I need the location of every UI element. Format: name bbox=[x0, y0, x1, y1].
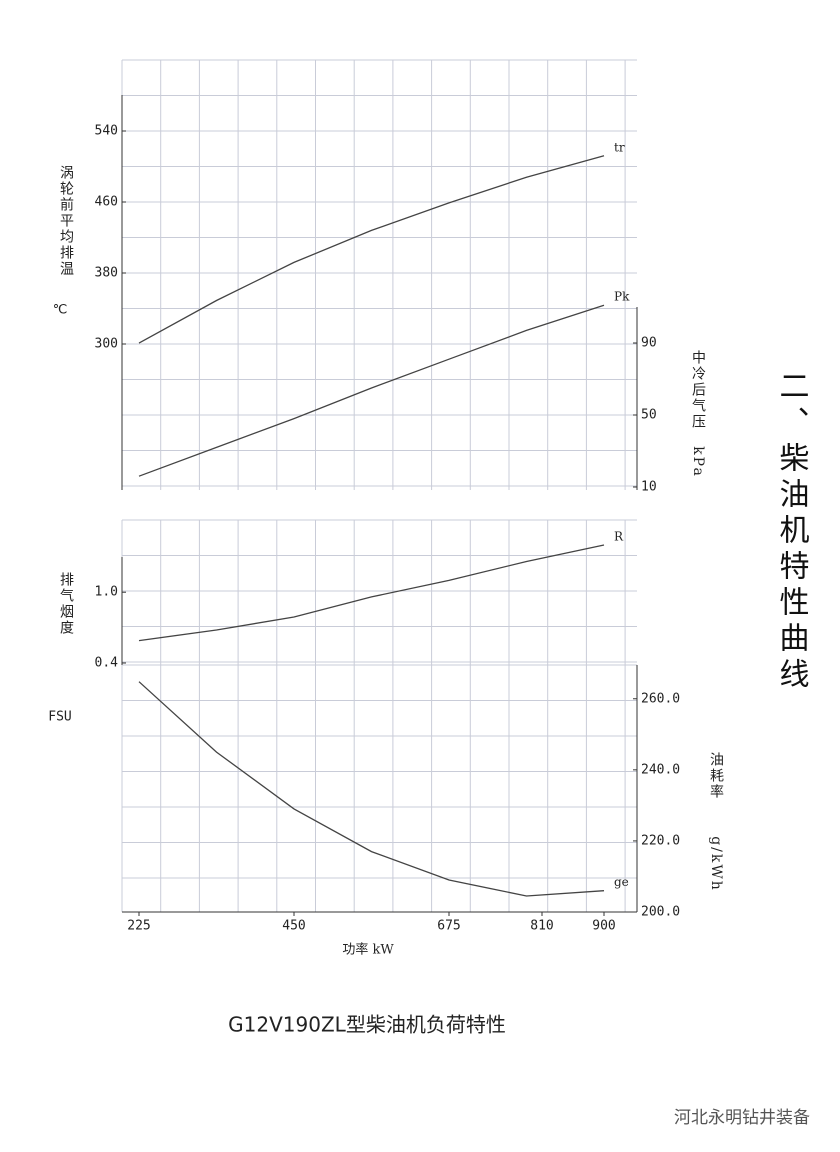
grid bbox=[121, 59, 637, 912]
y-tick-label: 260.0 bbox=[641, 691, 680, 706]
curve bbox=[138, 544, 605, 642]
y-axis-unit: kPa bbox=[690, 446, 706, 478]
y-tick-label: 300 bbox=[95, 337, 118, 352]
x-tick-label: 450 bbox=[282, 919, 305, 934]
curve-label: tr bbox=[614, 140, 625, 154]
x-tick-label: 900 bbox=[592, 919, 615, 934]
curve-label: Pk bbox=[614, 290, 630, 304]
watermark: 河北永明钻井装备 bbox=[674, 1108, 810, 1128]
y-axis-label: 中冷后气压 bbox=[690, 350, 706, 430]
y-axis-unit: FSU bbox=[48, 710, 71, 725]
y-tick-label: 0.4 bbox=[95, 656, 119, 671]
y-tick-label: 10 bbox=[641, 480, 657, 495]
curve-label: R bbox=[614, 530, 624, 544]
curve bbox=[138, 155, 605, 344]
y-axis-unit: ℃ bbox=[53, 303, 68, 318]
y-tick-label: 460 bbox=[95, 195, 118, 210]
y-tick-label: 200.0 bbox=[641, 905, 680, 920]
y-axis-label: 排气烟度 bbox=[58, 572, 74, 636]
x-tick-label: 675 bbox=[437, 919, 460, 934]
x-tick-label: 225 bbox=[127, 919, 150, 934]
y-tick-label: 1.0 bbox=[95, 585, 118, 600]
x-axis-label: 功率 kW bbox=[342, 942, 394, 958]
y-tick-label: 380 bbox=[95, 266, 118, 281]
curve bbox=[138, 681, 605, 897]
y-axis-unit: g/kWh bbox=[708, 836, 724, 892]
caption: G12V190ZL型柴油机负荷特性 bbox=[228, 1013, 506, 1037]
curve-label: ge bbox=[614, 875, 629, 889]
x-tick-label: 810 bbox=[530, 919, 553, 934]
curve bbox=[138, 304, 605, 477]
y-axis-label: 涡轮前平均排温 bbox=[58, 165, 74, 277]
side-title: 二、柴油机特性曲线 bbox=[774, 370, 810, 694]
y-tick-label: 220.0 bbox=[641, 833, 680, 848]
y-tick-label: 540 bbox=[95, 124, 118, 139]
y-tick-label: 240.0 bbox=[641, 762, 680, 777]
y-axis-label: 油耗率 bbox=[708, 752, 724, 800]
y-tick-label: 90 bbox=[641, 336, 657, 351]
y-tick-label: 50 bbox=[641, 408, 657, 423]
